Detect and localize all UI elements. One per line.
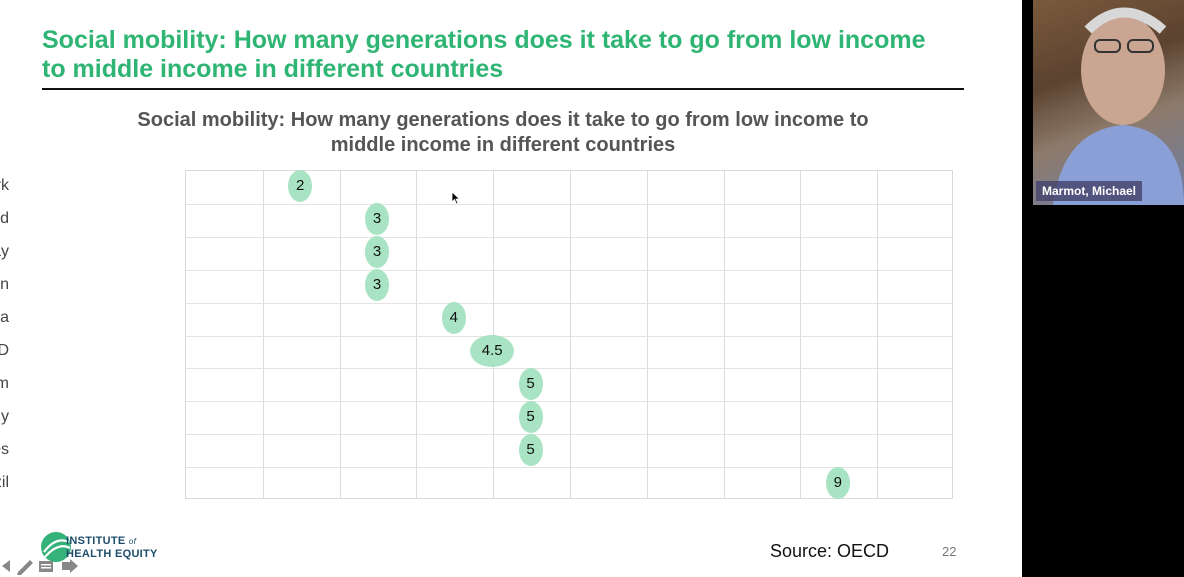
data-point-bubble: 5 [518, 400, 543, 433]
participant-silhouette-icon [1053, 7, 1184, 205]
grid-line-horizontal [186, 368, 952, 370]
chart-title: Social mobility: How many generations do… [137, 109, 869, 156]
category-label: United States [0, 440, 9, 458]
grid-line-vertical [877, 171, 879, 498]
presentation-slide: Social mobility: How many generations do… [0, 0, 1022, 577]
title-divider [42, 88, 964, 90]
data-point-bubble: 3 [365, 203, 389, 236]
chart-plot-area [185, 170, 953, 499]
category-label: Sweden [0, 276, 9, 294]
grid-line-horizontal [186, 269, 952, 271]
grid-line-vertical [416, 171, 418, 498]
category-label: Italy [0, 407, 9, 425]
institute-logo-icon [41, 532, 71, 562]
data-point-bubble: 3 [365, 236, 389, 269]
grid-line-vertical [570, 171, 571, 498]
category-label: United Kingdom [0, 374, 9, 392]
grid-line-horizontal [186, 335, 952, 337]
logo-line-1: INSTITUTE [66, 535, 126, 547]
mouse-cursor-icon [451, 191, 461, 205]
page-number: 22 [942, 544, 957, 559]
data-point-bubble: 5 [518, 433, 543, 466]
grid-line-horizontal [186, 401, 952, 403]
category-label: Brazil [0, 473, 9, 491]
logo-line-2: HEALTH EQUITY [66, 548, 158, 560]
grid-line-horizontal [186, 203, 952, 205]
grid-line-vertical [262, 171, 264, 498]
next-arrow-icon[interactable] [62, 559, 78, 573]
grid-line-horizontal [186, 467, 952, 469]
grid-line-vertical [646, 171, 648, 498]
category-label: Norway [0, 243, 9, 261]
category-label: Finland [0, 210, 9, 228]
category-label: Australia [0, 309, 9, 327]
data-point-bubble: 5 [518, 367, 543, 400]
grid-line-horizontal [186, 236, 952, 238]
slide-title: Social mobility: How many generations do… [42, 26, 926, 83]
menu-icon[interactable] [39, 561, 53, 572]
grid-line-horizontal [186, 434, 952, 436]
grid-line-vertical [339, 171, 341, 498]
data-point-bubble: 4 [441, 302, 466, 335]
source-note: Source: OECD [770, 541, 890, 561]
grid-line-vertical [800, 171, 802, 498]
category-label: OECD [0, 341, 9, 359]
participant-name-tag: Marmot, Michael [1036, 181, 1143, 201]
data-point-bubble: 9 [825, 466, 850, 499]
logo-text: INSTITUTE of HEALTH EQUITY [66, 535, 158, 560]
slide-controls [2, 559, 78, 575]
participant-video[interactable] [1033, 0, 1184, 205]
grid-line-vertical [723, 171, 725, 498]
data-point-bubble: 2 [288, 170, 313, 203]
pen-icon[interactable] [17, 560, 33, 575]
logo-of: of [128, 537, 137, 546]
previous-arrow-icon[interactable] [2, 560, 10, 572]
data-point-bubble: 4.5 [470, 334, 515, 367]
data-point-bubble: 3 [365, 269, 389, 302]
grid-line-vertical [493, 171, 495, 498]
grid-line-horizontal [186, 302, 952, 304]
category-label: Denmark [0, 177, 9, 195]
